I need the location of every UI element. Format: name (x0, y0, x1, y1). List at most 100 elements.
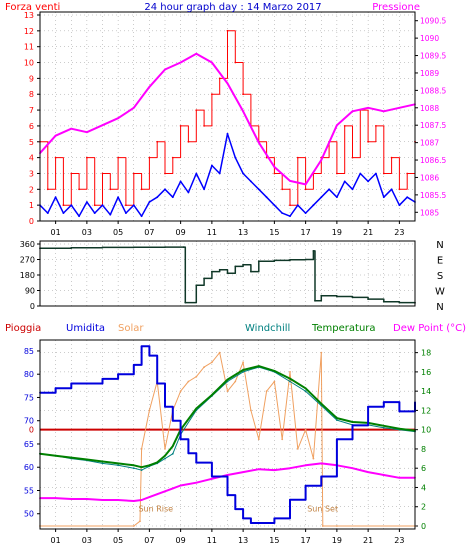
wind-x-tick-label: 05 (113, 228, 123, 237)
wind-gust-point (156, 196, 159, 199)
humidity-point (257, 522, 260, 524)
dewpoint-point (242, 471, 245, 473)
dewpoint-point (211, 477, 213, 480)
temp-x-tick-label: 05 (113, 536, 123, 545)
wind-gust-point (171, 196, 174, 199)
temperature-point (117, 462, 119, 465)
wind-gust-point (343, 180, 346, 183)
wind-direction-point (182, 246, 185, 249)
humidity-left-tick-label: 70 (24, 417, 34, 426)
solar-label: Solar (118, 323, 144, 334)
wind-speed-point (195, 109, 198, 111)
wind-gust-point (265, 196, 268, 199)
dewpoint-point (257, 468, 260, 471)
pressure-right-tick-label: 1086 (420, 173, 439, 182)
humidity-point (398, 410, 401, 413)
temp-x-tick-label: 15 (269, 536, 279, 545)
wind-speed-point (187, 140, 190, 143)
temperature-line (39, 365, 416, 469)
solar-point (187, 380, 190, 383)
wind-direction-point (164, 246, 166, 249)
solar-point (132, 525, 135, 527)
wind-x-tick-label: 11 (207, 228, 217, 237)
wind-speed-point (343, 125, 346, 127)
dewpoint-point (156, 493, 159, 496)
direction-left-tick-label: 180 (20, 271, 35, 280)
pressure-point (117, 117, 119, 120)
dewpoint-point (304, 464, 307, 467)
pressure-right-tick-label: 1087.5 (420, 121, 446, 130)
wind-speed-point (289, 204, 291, 207)
wind-direction-point (203, 277, 206, 280)
temperature-point (171, 445, 174, 447)
wind-x-tick-label: 23 (394, 228, 404, 237)
humidity-point (54, 387, 57, 390)
wind-gust-point (218, 172, 221, 175)
wind-gust-point (86, 201, 88, 203)
temperature-point (86, 458, 88, 461)
solar-point (281, 438, 284, 441)
humidity-point (250, 522, 252, 524)
wind-direction-point (257, 260, 260, 263)
wind-speed-point (390, 156, 393, 159)
wind-speed-point (78, 188, 80, 191)
windchill-point (164, 457, 166, 460)
wind-x-tick-label: 09 (176, 228, 186, 237)
direction-left-tick-label: 270 (20, 256, 35, 265)
humidity-left-tick-label: 60 (24, 463, 34, 472)
windchill-point (304, 390, 307, 393)
pressure-point (54, 134, 57, 137)
pressure-right-tick-label: 1088.5 (420, 86, 446, 95)
wind-gust-point (289, 215, 291, 218)
wind-gust-line (39, 133, 416, 217)
solar-point (257, 438, 260, 441)
dewpoint-point (54, 497, 57, 499)
temp-x-tick-label: 21 (363, 536, 373, 545)
pressure-point (367, 106, 369, 109)
wind-speed-point (140, 188, 143, 191)
pressure-point (164, 68, 166, 71)
pressure-point (320, 159, 323, 161)
wind-direction-point (218, 268, 221, 271)
direction-left-tick-label: 360 (20, 240, 35, 249)
wind-gust-point (250, 180, 252, 183)
wind-speed-point (109, 188, 112, 191)
wind-direction-point (184, 301, 187, 304)
wind-speed-point (367, 140, 369, 143)
rain-zero-label: 0 (29, 426, 34, 435)
solar-point (289, 371, 291, 373)
wind-left-tick-label: 7 (29, 106, 34, 115)
humidity-point (171, 419, 174, 422)
humidity-point (351, 424, 354, 427)
pressure-right-tick-label: 1087 (420, 139, 439, 148)
dewpoint-point (148, 496, 151, 498)
pressure-point (226, 82, 229, 85)
temp-x-tick-label: 09 (176, 536, 186, 545)
compass-label: W (435, 287, 445, 298)
compass-label: N (436, 240, 443, 251)
wind-gust-point (351, 188, 354, 191)
temperature-point (164, 454, 166, 457)
temp-right-tick-label: 10 (421, 426, 431, 435)
pressure-point (257, 141, 260, 144)
wind-gust-point (390, 188, 393, 191)
pressure-point (273, 166, 276, 168)
pioggia-label: Pioggia (5, 323, 41, 334)
pressure-right-tick-label: 1085.5 (420, 191, 446, 200)
wind-direction-point (312, 250, 315, 252)
humidity-point (273, 517, 276, 520)
wind-direction-point (351, 296, 354, 299)
temperature-point (101, 460, 104, 463)
wind-x-tick-label: 19 (332, 228, 342, 237)
temperature-point (336, 417, 338, 419)
pressure-point (70, 127, 73, 130)
wind-x-tick-label: 21 (363, 228, 373, 237)
humidity-point (179, 438, 182, 441)
solar-point (321, 525, 324, 527)
solar-point (336, 525, 338, 527)
temp-right-tick-label: 2 (421, 503, 426, 512)
temp-panel-frame (39, 339, 416, 530)
dewpoint-point (179, 484, 182, 487)
wind-gust-point (203, 188, 206, 191)
